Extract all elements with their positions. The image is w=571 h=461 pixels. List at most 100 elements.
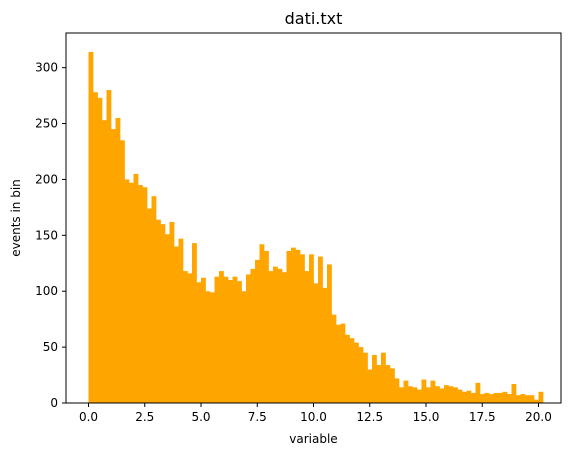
histogram-bar	[466, 390, 472, 403]
histogram-bar	[345, 334, 350, 403]
histogram-bar	[277, 268, 283, 403]
histogram-bar	[160, 224, 166, 403]
histogram-bar	[412, 387, 418, 403]
histogram-bar	[448, 386, 454, 403]
histogram-bar	[318, 256, 323, 403]
y-tick-label: 150	[35, 228, 58, 242]
histogram-bar	[439, 388, 445, 403]
histogram-bar	[534, 399, 539, 403]
histogram-bar	[250, 268, 256, 403]
histogram-bar	[264, 250, 269, 403]
x-tick-label: 2.5	[135, 410, 154, 424]
histogram-bar	[102, 120, 107, 403]
x-axis-ticks: 0.0 2.5 5.0 7.5 10.0 12.5 15.0 17.5 20.0	[79, 403, 552, 424]
histogram-bar	[421, 379, 427, 403]
histogram-bar	[214, 276, 220, 403]
histogram-bar	[520, 394, 526, 403]
histogram-bar	[282, 272, 287, 403]
histogram-bar	[471, 392, 476, 403]
x-tick-label: 5.0	[191, 410, 210, 424]
histogram-bar	[106, 90, 112, 403]
histogram-bar	[237, 281, 242, 403]
y-tick-label: 200	[35, 172, 58, 186]
histogram-bar	[399, 387, 404, 403]
y-tick-label: 300	[35, 61, 58, 75]
x-tick-label: 0.0	[79, 410, 98, 424]
histogram-bar	[475, 382, 481, 403]
histogram-bar	[340, 323, 346, 403]
histogram-bar	[336, 324, 341, 403]
histogram-bar	[426, 387, 431, 403]
histogram-bar	[313, 283, 319, 403]
histogram-bar	[507, 394, 512, 403]
histogram-bar	[93, 92, 98, 404]
histogram-bar	[219, 271, 224, 403]
histogram-bar	[394, 378, 400, 403]
x-tick-label: 10.0	[300, 410, 327, 424]
histogram-bar	[462, 391, 467, 403]
histogram-bar	[268, 271, 274, 403]
histogram-bar	[97, 97, 103, 403]
histogram-bar	[327, 264, 332, 403]
histogram-bar	[385, 364, 391, 403]
y-tick-label: 250	[35, 117, 58, 131]
histogram-bar	[138, 185, 143, 403]
x-axis-label: variable	[289, 432, 337, 446]
histogram-bar	[372, 354, 377, 403]
histogram-bar	[228, 280, 233, 403]
histogram-bar	[390, 368, 395, 403]
histogram-bar	[156, 219, 161, 403]
histogram-bar	[129, 182, 134, 403]
histogram-bar	[255, 259, 260, 403]
histogram-bar	[498, 392, 503, 403]
histogram-bar	[232, 276, 238, 403]
y-tick-label: 0	[50, 396, 58, 410]
histogram-bar	[444, 385, 449, 403]
histogram-bar	[165, 234, 170, 403]
histogram-bar	[363, 352, 368, 403]
histogram-bar	[435, 386, 440, 403]
histogram-bar	[174, 246, 179, 403]
x-tick-label: 12.5	[356, 410, 383, 424]
histogram-bar	[183, 271, 188, 403]
histogram-bar	[295, 249, 301, 403]
histogram-bar	[417, 389, 422, 403]
histogram-bar	[489, 394, 494, 403]
histogram-bar	[178, 238, 184, 403]
histogram-bar	[187, 273, 193, 403]
histogram-bar	[210, 292, 215, 403]
histogram-bar	[493, 392, 499, 403]
histogram-bar	[457, 389, 463, 403]
histogram-bar	[133, 173, 139, 403]
histogram-bar	[142, 187, 148, 403]
x-tick-label: 20.0	[525, 410, 552, 424]
x-tick-label: 17.5	[469, 410, 496, 424]
histogram-bar	[516, 395, 521, 403]
histogram-bar	[304, 271, 310, 403]
histogram-bar	[322, 287, 328, 403]
y-axis-ticks: 0 50 100 150 200 250 300	[35, 61, 66, 410]
y-axis-label: events in bin	[9, 179, 23, 257]
histogram-bar	[480, 394, 485, 403]
histogram-bar	[273, 266, 278, 403]
histogram-bar	[349, 338, 355, 403]
histogram-bars	[88, 52, 544, 404]
y-tick-label: 50	[43, 340, 58, 354]
histogram-bar	[511, 384, 517, 403]
histogram-bar	[259, 244, 265, 403]
histogram-bar	[286, 250, 292, 403]
histogram-bar	[376, 364, 382, 403]
histogram-bar	[201, 277, 206, 403]
histogram-bar	[124, 179, 130, 403]
histogram-bar	[381, 352, 386, 403]
histogram-bar	[115, 117, 121, 403]
histogram-bar	[223, 276, 229, 403]
histogram-bar	[291, 247, 296, 403]
x-tick-label: 15.0	[413, 410, 440, 424]
histogram-bar	[525, 395, 530, 403]
histogram-bar	[529, 395, 535, 403]
histogram-bar	[151, 196, 157, 403]
histogram-bar	[502, 391, 508, 403]
y-tick-label: 100	[35, 284, 58, 298]
